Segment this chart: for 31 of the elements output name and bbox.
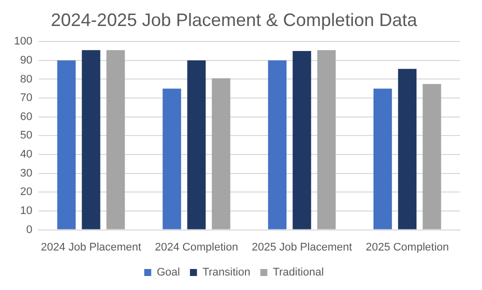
y-tick-label: 70 xyxy=(20,92,32,104)
bar xyxy=(422,84,442,230)
y-tick-label: 50 xyxy=(20,130,32,142)
y-tick-label: 10 xyxy=(20,205,32,218)
chart-title: 2024-2025 Job Placement & Completion Data xyxy=(50,10,418,30)
legend-label: Traditional xyxy=(272,266,324,279)
y-tick-label: 80 xyxy=(20,73,32,86)
bar xyxy=(317,50,336,230)
bar xyxy=(373,88,392,230)
y-tick-label: 20 xyxy=(20,186,32,198)
x-tick-label: 2025 Completion xyxy=(366,241,449,254)
bar xyxy=(57,60,76,230)
bar xyxy=(187,60,206,230)
x-tick-label: 2025 Job Placement xyxy=(252,241,352,254)
y-tick-label: 100 xyxy=(14,36,32,48)
y-tick-label: 40 xyxy=(20,148,32,161)
legend-label: Goal xyxy=(156,266,180,279)
bar xyxy=(212,78,230,230)
bar xyxy=(106,50,125,230)
x-tick-label: 2024 Job Placement xyxy=(40,241,142,254)
x-tick-label: 2024 Completion xyxy=(154,241,238,254)
y-tick-label: 90 xyxy=(20,54,32,66)
bar xyxy=(162,88,182,230)
y-tick-label: 0 xyxy=(26,224,32,236)
legend-label: Transition xyxy=(202,266,250,279)
bar xyxy=(82,50,100,230)
y-tick-label: 60 xyxy=(20,110,32,123)
y-tick-label: 30 xyxy=(20,167,32,180)
bar xyxy=(398,68,417,230)
bar xyxy=(292,51,312,230)
bar xyxy=(268,60,287,230)
